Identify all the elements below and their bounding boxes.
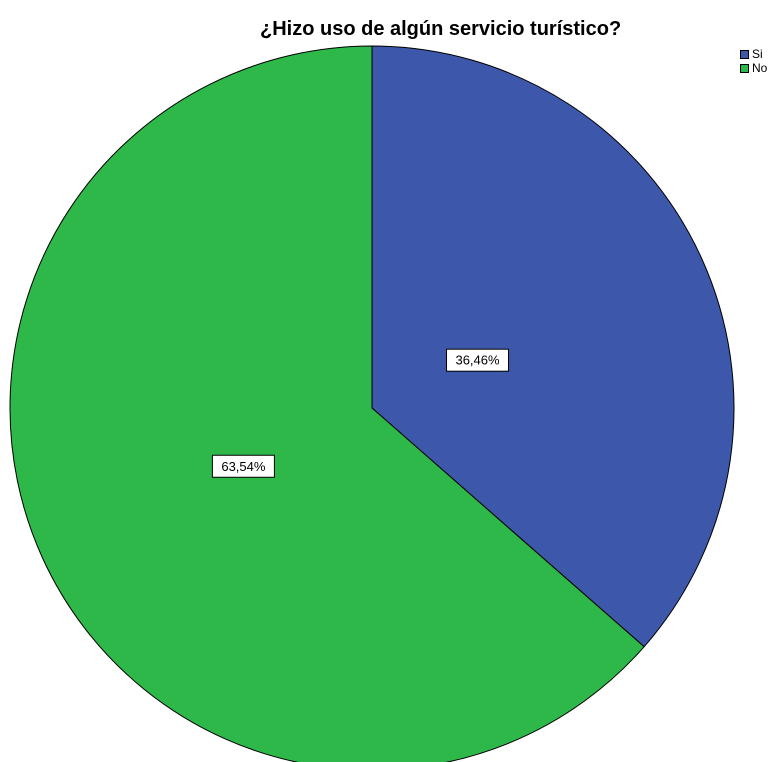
pie-slices: [9, 45, 735, 762]
legend-swatch-no: [740, 63, 749, 73]
pie-slice-no: [9, 45, 645, 762]
data-label-text: 36,46%: [455, 353, 500, 368]
data-label-box: [446, 348, 510, 372]
legend-item-no: No: [740, 61, 767, 75]
legend-label-no: No: [752, 61, 768, 75]
legend-label-si: Si: [752, 47, 763, 61]
data-label-box: [211, 454, 275, 478]
data-label-si: 36,46%: [446, 348, 510, 372]
data-label-text: 63,54%: [221, 459, 266, 474]
pie-data-labels: 36,46% 63,54%: [211, 348, 510, 478]
pie-slice-si: [371, 45, 735, 648]
legend-item-si: Si: [740, 47, 767, 61]
data-label-no: 63,54%: [211, 454, 275, 478]
legend-swatch-si: [740, 49, 749, 59]
chart-title: ¿Hizo uso de algún servicio turístico?: [260, 18, 622, 40]
legend: Si No: [740, 47, 767, 75]
